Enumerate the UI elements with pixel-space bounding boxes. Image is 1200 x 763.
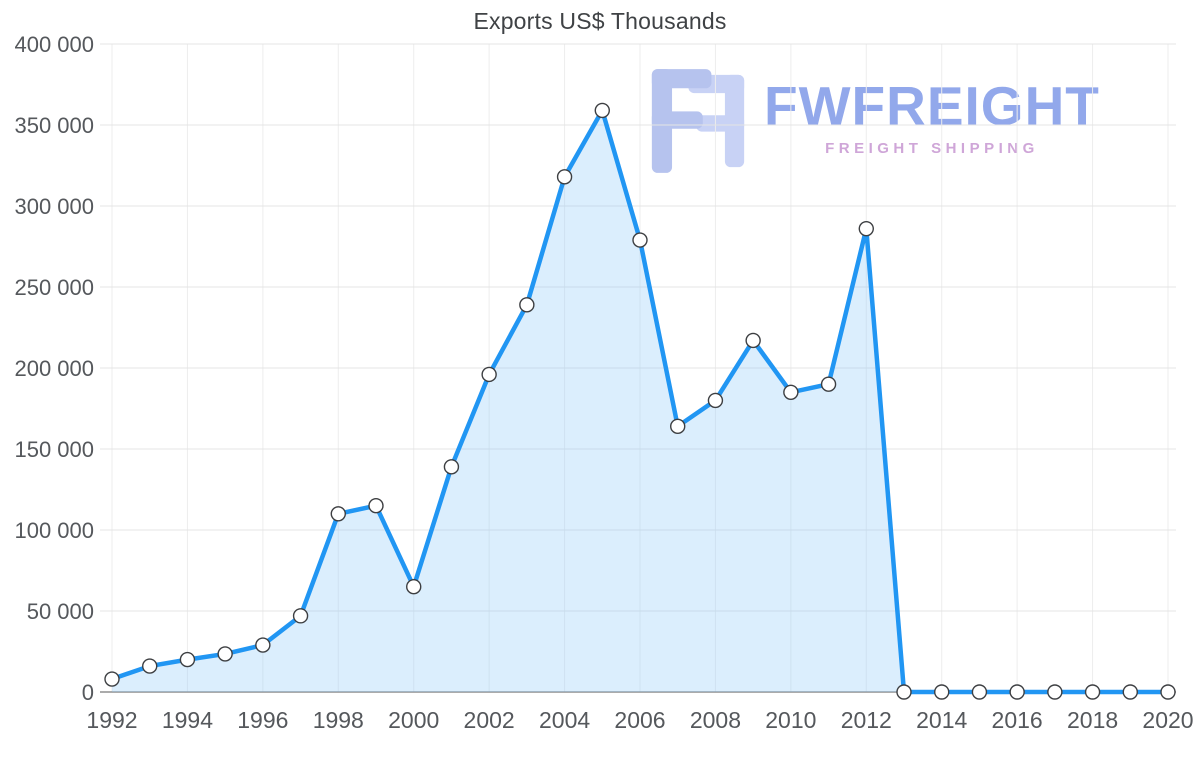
- chart-title: Exports US$ Thousands: [473, 8, 727, 34]
- x-axis-tick-label: 2014: [916, 707, 967, 733]
- data-point-marker[interactable]: [556, 169, 573, 185]
- data-point-marker[interactable]: [707, 392, 724, 409]
- data-point-marker[interactable]: [519, 297, 535, 313]
- x-axis-tick-label: 1994: [162, 707, 213, 733]
- data-point-marker[interactable]: [670, 418, 686, 435]
- data-point-marker[interactable]: [1047, 684, 1063, 700]
- x-axis-tick-label: 2010: [765, 707, 816, 733]
- data-point-marker[interactable]: [481, 366, 497, 383]
- x-axis-tick-label: 1998: [313, 707, 364, 733]
- data-point-marker[interactable]: [745, 332, 761, 349]
- x-axis-tick-label: 1996: [237, 707, 288, 733]
- data-point-marker[interactable]: [368, 498, 384, 514]
- y-axis-tick-label: 250 000: [14, 275, 94, 300]
- data-point-marker[interactable]: [142, 658, 158, 674]
- y-axis-tick-label: 50 000: [27, 599, 94, 624]
- data-point-marker[interactable]: [971, 684, 988, 700]
- data-point-marker[interactable]: [1009, 684, 1025, 700]
- data-point-marker[interactable]: [292, 608, 309, 624]
- y-axis-tick-label: 350 000: [14, 113, 94, 138]
- data-point-marker[interactable]: [179, 651, 196, 668]
- data-point-marker[interactable]: [934, 684, 950, 700]
- data-point-marker[interactable]: [330, 506, 346, 522]
- data-point-marker[interactable]: [820, 376, 837, 392]
- x-axis-tick-label: 1992: [86, 707, 137, 733]
- x-axis-tick-label: 2020: [1142, 707, 1193, 733]
- data-point-marker[interactable]: [1122, 684, 1138, 700]
- data-point-marker[interactable]: [104, 671, 120, 687]
- data-point-marker[interactable]: [783, 384, 799, 400]
- data-point-marker[interactable]: [896, 684, 912, 700]
- y-axis-tick-label: 200 000: [14, 356, 94, 381]
- x-axis-tick-label: 2000: [388, 707, 439, 733]
- x-axis-tick-label: 2006: [614, 707, 665, 733]
- x-axis-tick-label: 2008: [690, 707, 741, 733]
- fwfreight-logo-icon: [651, 69, 745, 173]
- data-point-marker[interactable]: [632, 232, 648, 248]
- data-point-marker[interactable]: [594, 102, 610, 119]
- data-point-marker[interactable]: [858, 220, 874, 237]
- x-axis-tick-label: 2016: [992, 707, 1043, 733]
- y-axis-tick-label: 150 000: [14, 437, 94, 462]
- data-point-marker[interactable]: [217, 646, 233, 662]
- x-axis-tick-label: 2012: [841, 707, 892, 733]
- brand-tagline: FREIGHT SHIPPING: [825, 139, 1039, 157]
- y-axis-tick-label: 400 000: [14, 32, 94, 57]
- y-axis-tick-label: 100 000: [14, 518, 94, 543]
- data-point-marker[interactable]: [406, 579, 422, 595]
- series-area-fill: [112, 110, 1168, 693]
- y-axis-tick-label: 0: [82, 680, 94, 705]
- x-axis-tick-label: 2018: [1067, 707, 1118, 733]
- data-point-marker[interactable]: [255, 637, 271, 653]
- y-axis-tick-label: 300 000: [14, 194, 94, 219]
- x-axis-tick-label: 2002: [464, 707, 515, 733]
- data-point-marker[interactable]: [443, 459, 460, 475]
- x-axis-tick-label: 2004: [539, 707, 590, 733]
- data-point-marker[interactable]: [1160, 684, 1176, 700]
- data-point-marker[interactable]: [1084, 684, 1101, 700]
